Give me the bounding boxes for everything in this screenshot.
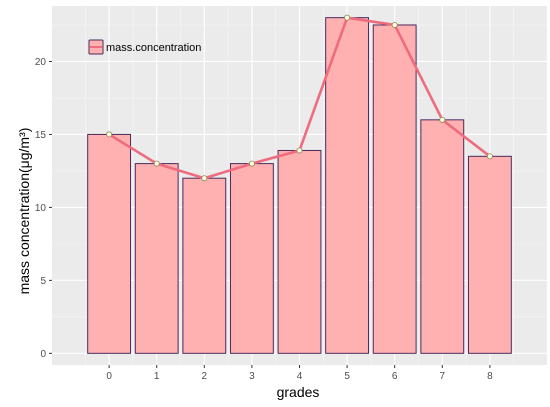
legend: mass.concentration [88, 39, 201, 55]
bar-5 [325, 17, 370, 354]
point-4 [296, 147, 303, 154]
y-tick-label: 15 [35, 130, 47, 141]
x-tick-label: 2 [202, 371, 208, 382]
bars [87, 17, 512, 354]
bar-0 [87, 133, 132, 354]
x-tick-label: 7 [440, 371, 446, 382]
bar-1 [134, 163, 179, 354]
point-0 [106, 131, 113, 138]
y-tick-label: 5 [40, 276, 46, 287]
x-tick-label: 4 [297, 371, 303, 382]
x-tick-label: 3 [249, 371, 255, 382]
bar-4 [277, 149, 322, 354]
bar-8 [467, 155, 512, 354]
series-points [106, 14, 493, 182]
bar-6 [372, 24, 417, 354]
x-tick-label: 6 [392, 371, 398, 382]
y-tick-label: 10 [35, 203, 47, 214]
bar-2 [182, 177, 227, 354]
bar-7 [420, 119, 465, 354]
y-tick-label: 20 [35, 57, 47, 68]
point-7 [439, 116, 446, 123]
point-6 [391, 21, 398, 28]
y-axis: 0 5 10 15 20 [35, 57, 52, 360]
x-tick-label: 8 [487, 371, 493, 382]
legend-label: mass.concentration [106, 42, 201, 54]
x-axis: 0 1 2 3 4 5 6 7 8 [106, 365, 493, 382]
point-1 [153, 160, 160, 167]
y-axis-title: mass concentration(μg/m³) [16, 128, 32, 295]
point-3 [248, 160, 255, 167]
bar-3 [229, 163, 274, 354]
point-2 [201, 175, 208, 182]
y-tick-label: 0 [40, 349, 46, 360]
x-tick-label: 1 [154, 371, 160, 382]
point-5 [344, 14, 351, 21]
x-axis-title: grades [277, 384, 320, 400]
x-tick-label: 0 [106, 371, 112, 382]
x-tick-label: 5 [344, 371, 350, 382]
point-8 [486, 153, 493, 160]
